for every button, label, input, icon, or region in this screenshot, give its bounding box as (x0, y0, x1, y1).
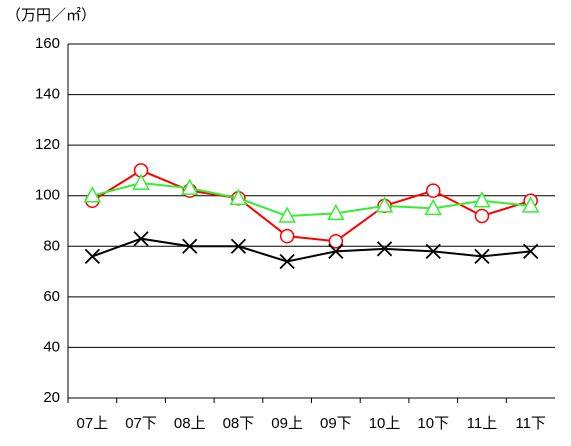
x-tick-label: 11上 (467, 415, 498, 432)
marker (376, 241, 393, 257)
marker (375, 196, 394, 213)
y-tick-label: 140 (35, 86, 60, 103)
marker (84, 248, 100, 265)
series-line (92, 237, 531, 263)
x-tick-label: 08下 (223, 415, 255, 432)
marker (278, 206, 296, 223)
series-line (91, 169, 531, 243)
y-tick-label: 80 (43, 237, 60, 254)
marker (328, 243, 344, 259)
marker (473, 191, 491, 208)
marker (426, 183, 441, 198)
marker (474, 248, 490, 265)
x-tick-label: 10下 (417, 415, 449, 432)
y-axis-title: （万円／㎡） (6, 7, 96, 24)
x-tick-label: 11下 (515, 415, 546, 432)
y-tick-label: 40 (43, 338, 60, 355)
marker (180, 178, 199, 195)
marker (474, 208, 490, 224)
marker (327, 203, 345, 221)
marker (230, 238, 247, 254)
y-tick-label: 100 (35, 187, 60, 204)
x-tick-label: 09下 (320, 415, 352, 432)
x-tick-label: 07下 (125, 415, 157, 432)
marker (133, 231, 149, 247)
marker (182, 238, 198, 254)
series-line (92, 182, 531, 217)
marker (523, 243, 539, 259)
marker (279, 253, 295, 270)
marker (132, 173, 150, 190)
x-tick-label: 08上 (174, 415, 206, 432)
y-tick-label: 60 (43, 288, 60, 305)
y-tick-label: 160 (35, 35, 60, 52)
marker (279, 228, 295, 244)
x-tick-label: 07上 (77, 415, 109, 432)
marker (328, 233, 344, 249)
marker (229, 188, 248, 205)
y-tick-label: 120 (35, 136, 60, 153)
marker (424, 198, 443, 216)
marker (425, 243, 441, 259)
marker (83, 186, 102, 203)
x-tick-label: 09上 (271, 415, 303, 432)
marker (521, 196, 540, 213)
y-tick-label: 20 (43, 389, 60, 406)
x-tick-label: 10上 (369, 415, 401, 432)
